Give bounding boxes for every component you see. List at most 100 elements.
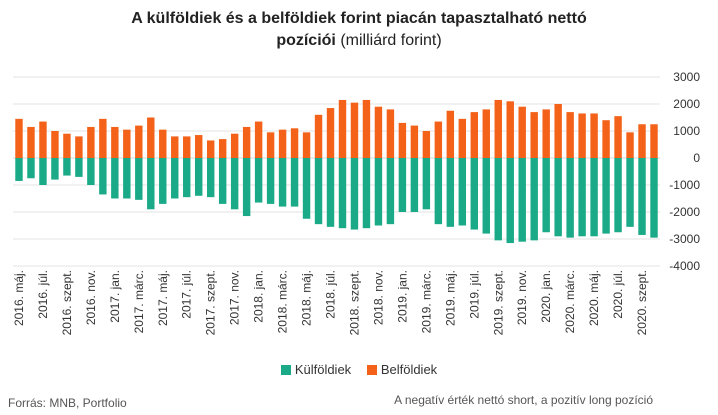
bar-domestic: [374, 106, 383, 158]
y-tick-label: 3000: [673, 70, 700, 84]
bar-domestic: [230, 133, 239, 158]
bar-domestic: [194, 135, 203, 158]
x-tick-label: 2019. márc.: [419, 270, 433, 333]
bar-domestic: [602, 120, 610, 158]
x-tick-label: 2018. szept.: [347, 270, 361, 335]
x-tick-label: 2018. márc.: [276, 270, 290, 333]
bar-foreign: [614, 158, 622, 233]
x-tick-label: 2020. jan.: [539, 270, 553, 323]
x-tick-label: 2020. máj.: [587, 270, 601, 326]
bar-foreign: [27, 158, 35, 179]
title-line-2-unit: (milliárd forint): [335, 32, 442, 49]
bar-foreign: [566, 158, 574, 238]
bar-foreign: [99, 158, 107, 195]
title-line-1: A külföldiek és a belföldiek forint piac…: [131, 10, 587, 27]
bar-foreign: [302, 158, 311, 219]
bar-domestic: [614, 116, 622, 158]
legend-swatch-foreign: [280, 365, 291, 375]
bar-foreign: [218, 158, 227, 204]
bar-domestic: [506, 101, 514, 158]
bar-domestic: [638, 124, 646, 158]
bar-domestic: [518, 106, 526, 158]
y-tick-label: 0: [693, 151, 700, 165]
bar-foreign: [171, 158, 179, 199]
bar-foreign: [422, 158, 431, 210]
bar-foreign: [398, 158, 407, 212]
bar-foreign: [470, 158, 479, 230]
legend: Külföldiek Belföldiek: [0, 362, 718, 377]
bar-foreign: [374, 158, 383, 226]
bar-domestic: [338, 99, 347, 158]
bar-foreign: [111, 158, 119, 199]
bar-foreign: [51, 158, 59, 180]
bar-domestic: [482, 109, 490, 158]
bar-domestic: [290, 128, 299, 158]
x-tick-label: 2016. nov.: [84, 270, 98, 325]
bar-domestic: [542, 109, 550, 158]
bar-domestic: [218, 139, 227, 158]
legend-item-domestic: Belföldiek: [366, 362, 438, 377]
bar-domestic: [39, 121, 47, 158]
bar-foreign: [590, 158, 598, 237]
x-tick-label: 2020. szept.: [635, 270, 649, 335]
legend-item-foreign: Külföldiek: [280, 362, 352, 377]
bar-foreign: [147, 158, 155, 210]
bar-domestic: [302, 132, 311, 158]
bar-domestic: [183, 136, 191, 158]
bar-domestic: [123, 129, 131, 158]
y-tick-label: -2000: [669, 205, 700, 219]
y-tick-label: -1000: [669, 178, 700, 192]
bar-domestic: [111, 126, 119, 158]
bar-foreign: [326, 158, 335, 227]
x-tick-label: 2019. jan.: [395, 270, 409, 323]
x-tick-label: 2017. nov.: [228, 270, 242, 325]
bar-domestic: [254, 121, 263, 158]
bar-domestic: [410, 125, 419, 158]
bar-foreign: [530, 158, 538, 241]
bar-domestic: [171, 136, 179, 158]
bar-foreign: [75, 158, 83, 177]
bar-domestic: [278, 129, 287, 158]
bar-domestic: [135, 125, 143, 158]
bar-domestic: [99, 118, 107, 158]
bar-domestic: [434, 121, 443, 158]
x-tick-label: 2017. jan.: [108, 270, 122, 323]
x-tick-label: 2016. szept.: [60, 270, 74, 335]
bar-domestic: [422, 131, 431, 158]
x-tick-label: 2017. máj.: [156, 270, 170, 326]
bar-domestic: [314, 114, 323, 158]
bar-domestic: [446, 110, 455, 158]
x-tick-label: 2019. nov.: [515, 270, 529, 325]
bar-foreign: [506, 158, 514, 244]
bar-domestic: [386, 109, 395, 158]
bar-foreign: [362, 158, 371, 229]
bar-domestic: [147, 117, 155, 158]
bar-domestic: [51, 131, 59, 158]
y-tick-label: -3000: [669, 232, 700, 246]
x-tick-label: 2017. szept.: [204, 270, 218, 335]
bar-foreign: [626, 158, 634, 227]
source-note: Forrás: MNB, Portfolio: [8, 396, 127, 410]
legend-label-foreign: Külföldiek: [294, 362, 352, 377]
bar-domestic: [206, 140, 215, 158]
bar-foreign: [434, 158, 443, 225]
bar-foreign: [15, 158, 23, 181]
bar-foreign: [87, 158, 95, 185]
y-tick-label: 1000: [673, 124, 700, 138]
legend-label-domestic: Belföldiek: [380, 362, 438, 377]
bar-foreign: [554, 158, 562, 237]
bar-foreign: [254, 158, 263, 203]
bar-foreign: [542, 158, 550, 233]
title-line-2: pozíciói (milliárd forint): [0, 30, 718, 52]
bar-domestic: [27, 126, 35, 158]
bar-foreign: [338, 158, 347, 229]
bar-domestic: [266, 132, 275, 158]
x-tick-label: 2018. jan.: [252, 270, 266, 323]
bar-foreign: [458, 158, 467, 226]
bar-domestic: [159, 129, 167, 158]
bar-foreign: [206, 158, 215, 198]
bar-foreign: [266, 158, 275, 204]
bar-foreign: [578, 158, 586, 237]
x-tick-label: 2016. máj.: [12, 270, 26, 326]
bar-foreign: [518, 158, 526, 242]
